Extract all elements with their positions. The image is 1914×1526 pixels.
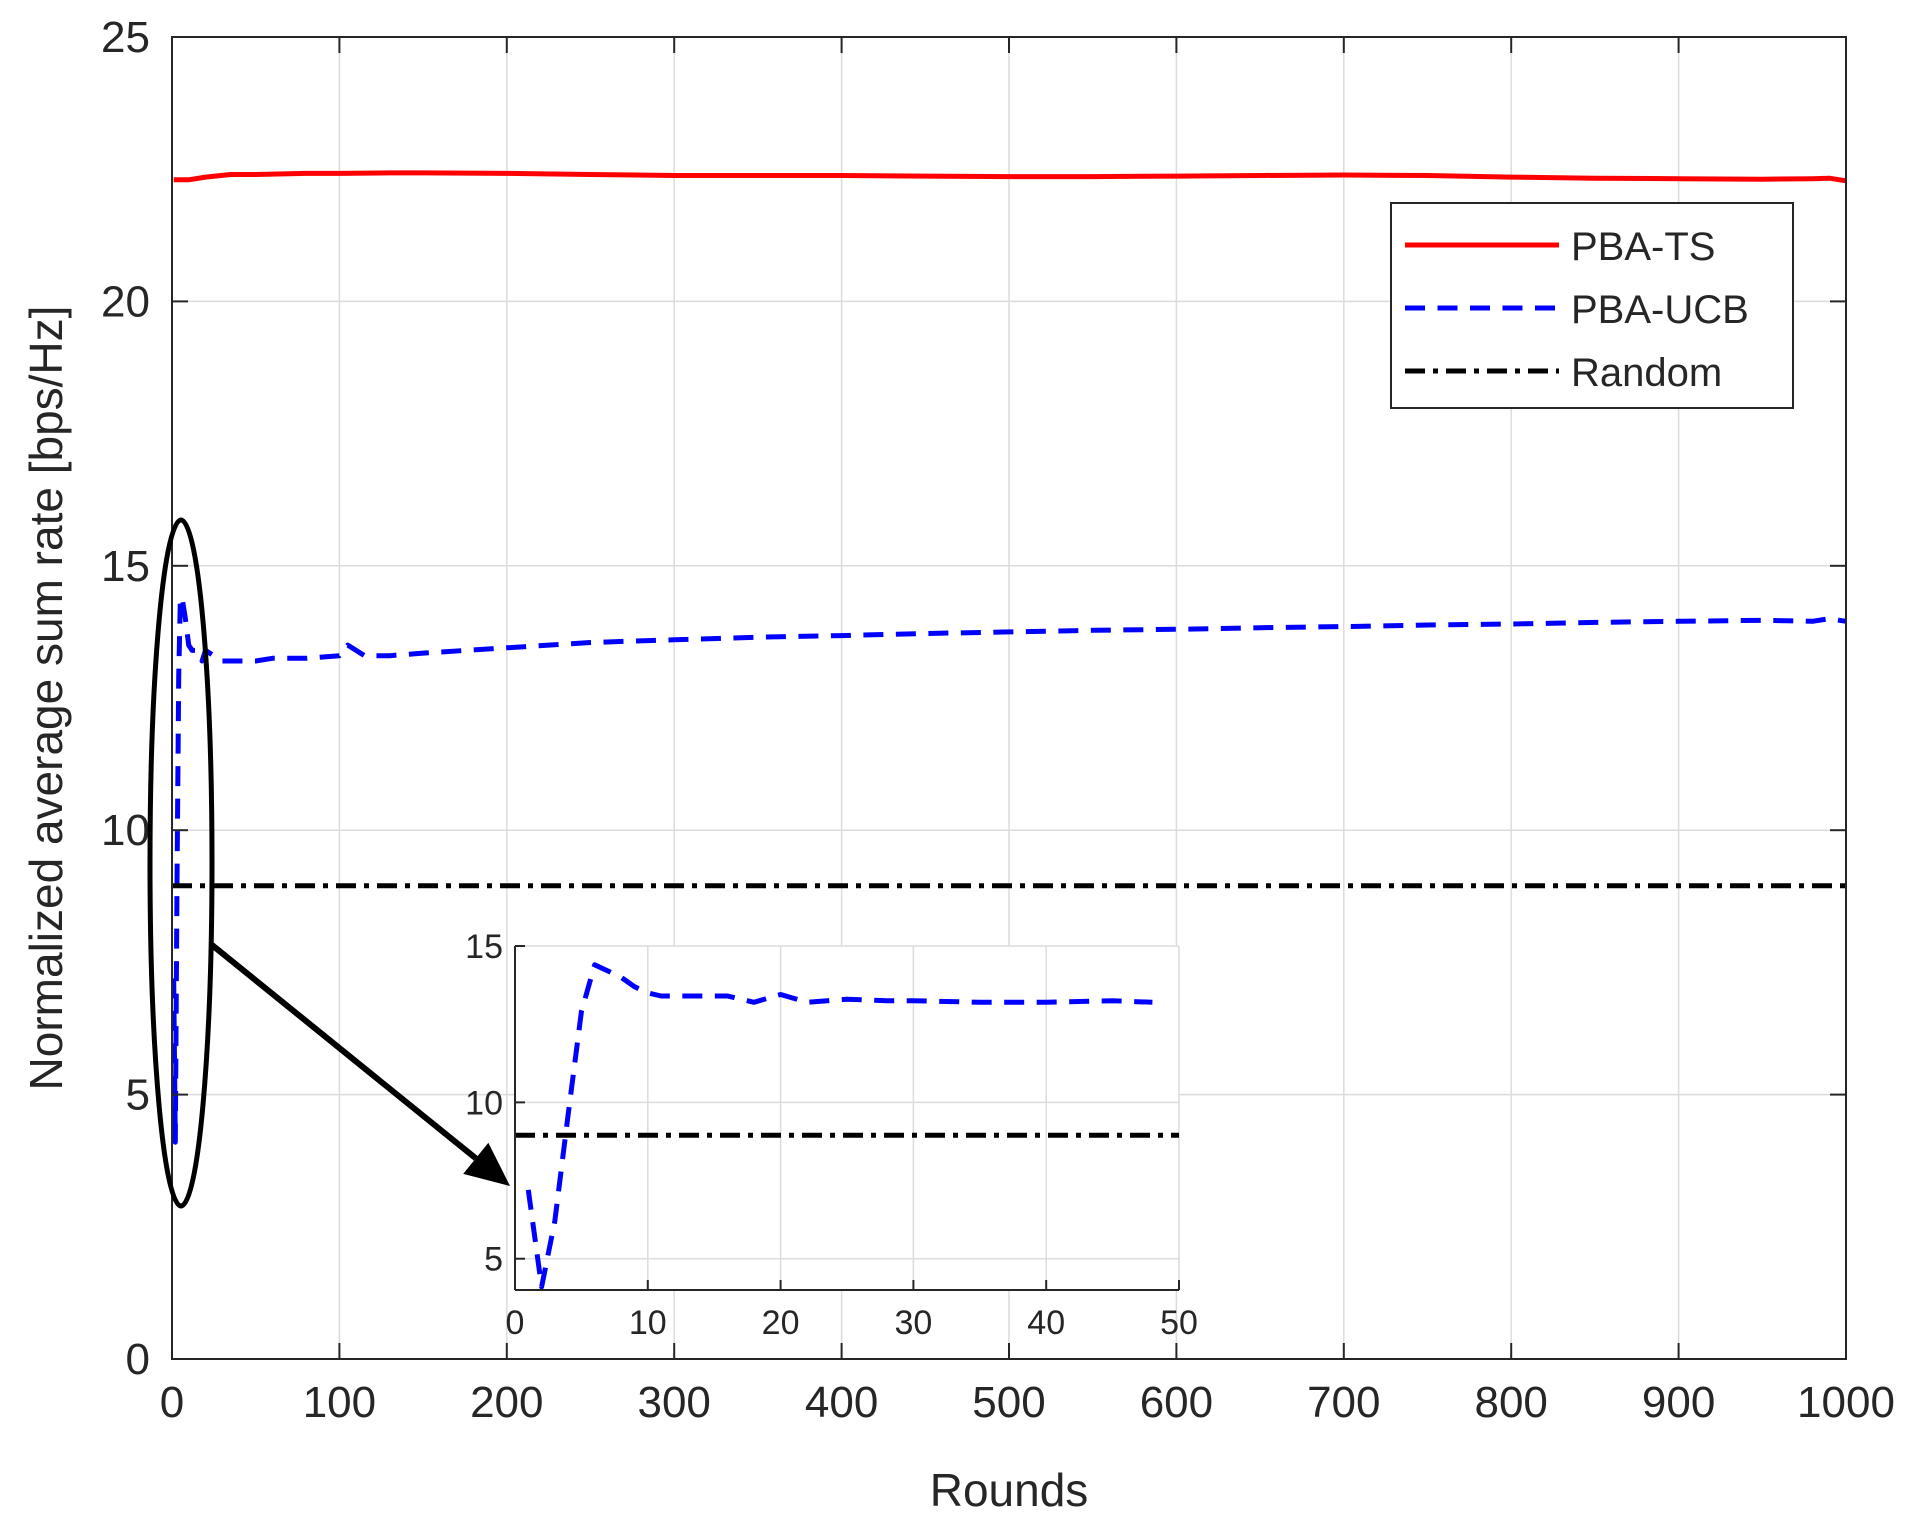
inset-x-tick-label: 30 xyxy=(894,1304,932,1342)
tick-labels: 0 100 200 300 400 500 600 700 800 900 100005101520… xyxy=(101,13,1895,1427)
x-tick-label: 0 xyxy=(160,1378,184,1427)
inset-series-line-pba-ucb xyxy=(525,962,1153,1290)
x-tick-label: 100 xyxy=(303,1378,376,1427)
inset-y-tick-label: 5 xyxy=(484,1241,503,1279)
y-tick-label: 10 xyxy=(101,806,150,855)
series-line-pba-ucb xyxy=(171,595,1847,1145)
x-tick-label: 200 xyxy=(470,1378,543,1427)
inset-x-tick-label: 40 xyxy=(1027,1304,1065,1342)
inset-series-layer xyxy=(515,962,1179,1290)
y-tick-label: 20 xyxy=(101,277,150,326)
x-axis-label: Rounds xyxy=(930,1464,1089,1516)
zoom-arrow-head xyxy=(463,1142,510,1186)
x-tick-label: 900 xyxy=(1642,1378,1715,1427)
x-tick-label: 700 xyxy=(1307,1378,1380,1427)
inset-x-tick-label: 50 xyxy=(1160,1304,1198,1342)
x-tick-label: 1000 xyxy=(1797,1378,1895,1427)
tick-marks xyxy=(171,36,1847,1360)
series-layer xyxy=(171,170,1847,1145)
y-tick-label: 15 xyxy=(101,542,150,591)
legend-label: PBA-TS xyxy=(1571,225,1715,269)
inset-y-tick-label: 15 xyxy=(465,928,503,966)
legend-box xyxy=(1390,202,1794,409)
series-line-pba-ts xyxy=(173,170,1847,184)
zoom-arrow xyxy=(210,942,478,1161)
zoom-ellipse xyxy=(147,517,215,1209)
inset-x-tick-label: 10 xyxy=(629,1304,667,1342)
inset-tick-labels: 0 10 20 30 40 50 5 10 15 xyxy=(465,928,1198,1342)
x-tick-label: 500 xyxy=(972,1378,1045,1427)
x-tick-label: 800 xyxy=(1474,1378,1547,1427)
inset-background xyxy=(515,946,1179,1290)
legend-label: Random xyxy=(1571,351,1722,395)
x-tick-label: 600 xyxy=(1140,1378,1213,1427)
legend-label: PBA-UCB xyxy=(1571,288,1749,332)
legend: PBA-TS PBA-UCB Random xyxy=(1390,202,1794,409)
y-tick-label: 5 xyxy=(126,1071,150,1120)
x-tick-label: 300 xyxy=(637,1378,710,1427)
y-tick-label: 25 xyxy=(101,13,150,62)
y-tick-label: 0 xyxy=(126,1335,150,1384)
inset-y-tick-label: 10 xyxy=(465,1084,503,1122)
y-axis-label: Normalized average sum rate [bps/Hz] xyxy=(20,306,72,1091)
x-tick-label: 400 xyxy=(805,1378,878,1427)
inset-axes-frame xyxy=(514,945,1180,1291)
inset-x-tick-label: 0 xyxy=(506,1304,525,1342)
inset-x-tick-label: 20 xyxy=(762,1304,800,1342)
